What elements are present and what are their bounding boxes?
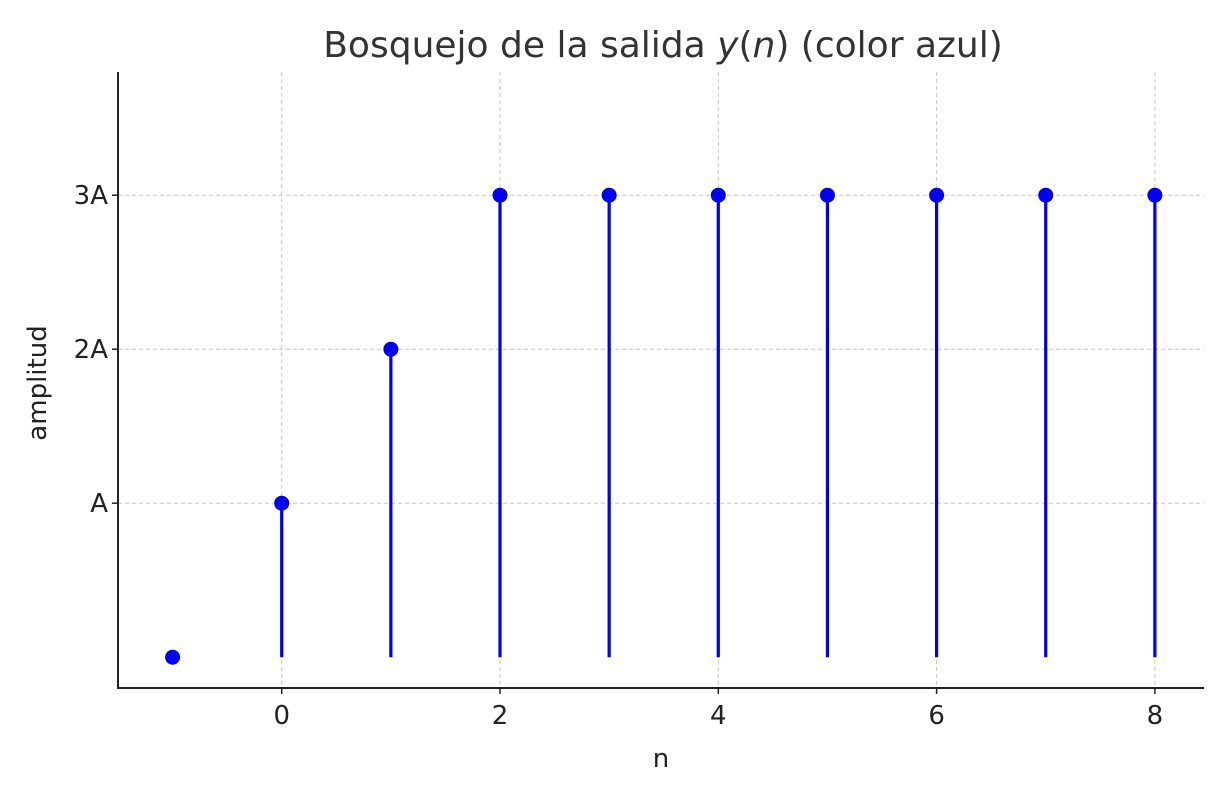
y-axis-label: amplitud (23, 325, 53, 440)
stem-marker (383, 341, 399, 357)
x-tick-label: 8 (1147, 701, 1164, 731)
markers-layer (165, 187, 1163, 665)
stems-layer (280, 195, 1157, 658)
tick-layer: 0 2 4 6 8 A 2A 3A (74, 181, 1163, 731)
x-tick-label: 0 (273, 701, 290, 731)
stem-marker (819, 187, 835, 203)
x-axis-label: n (653, 744, 669, 774)
stem-marker (165, 649, 181, 665)
chart-title-var-y: y (716, 25, 739, 66)
stem-marker (929, 187, 945, 203)
x-tick-label: 6 (928, 701, 945, 731)
stem-marker (492, 187, 508, 203)
chart-title-suffix: (color azul) (789, 25, 1002, 66)
chart-title-prefix: Bosquejo de la salida (323, 25, 717, 66)
chart-title-open-paren: ( (738, 25, 752, 66)
chart-title-var-n: n (752, 25, 775, 66)
stem-marker (710, 187, 726, 203)
y-tick-label: A (90, 489, 108, 519)
chart-title-close-paren: ) (775, 25, 789, 66)
axis-spines (117, 72, 1204, 689)
x-tick-label: 2 (492, 701, 509, 731)
stem-marker (1147, 187, 1163, 203)
x-tick-label: 4 (710, 701, 727, 731)
stem-marker (601, 187, 617, 203)
y-tick-label: 2A (74, 335, 109, 365)
chart-title: Bosquejo de la salida y(n) (color azul) (323, 25, 1003, 66)
stem-marker (1038, 187, 1054, 203)
stem-marker (274, 495, 290, 511)
y-tick-label: 3A (74, 181, 109, 211)
